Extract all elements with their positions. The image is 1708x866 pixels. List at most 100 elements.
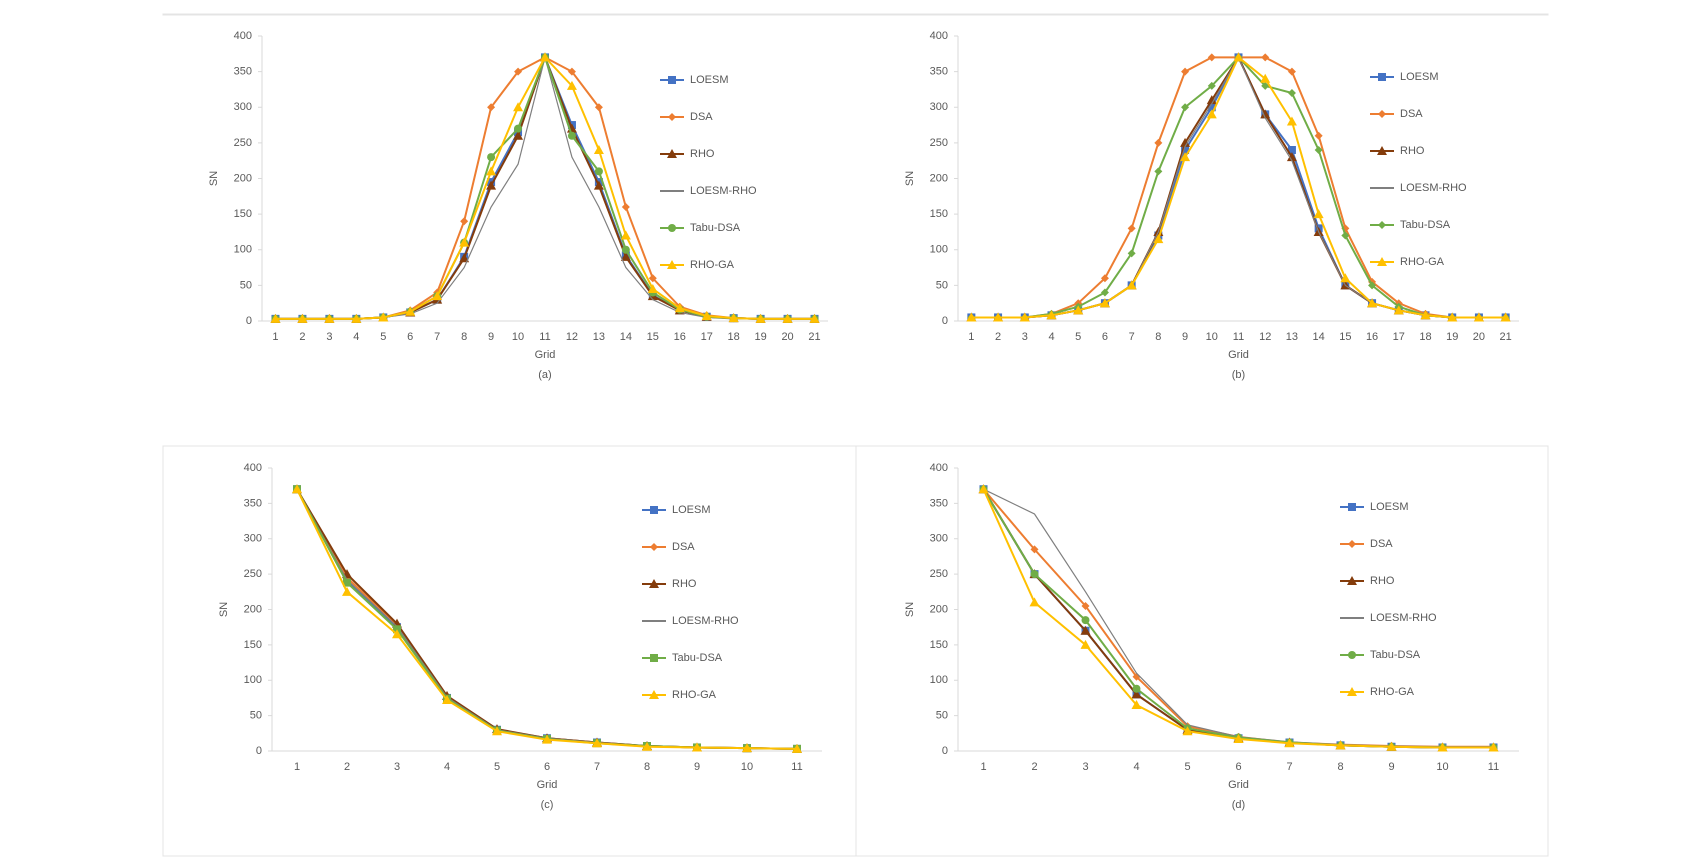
marker <box>1181 67 1190 76</box>
legend-label: LOESM-RHO <box>672 615 739 627</box>
x-tick-label: 9 <box>694 761 700 773</box>
y-tick-label: 300 <box>930 101 948 113</box>
marker <box>1473 312 1484 322</box>
legend-marker <box>1378 73 1386 81</box>
y-tick-label: 250 <box>234 137 252 149</box>
marker <box>270 313 281 323</box>
marker <box>1286 116 1297 126</box>
legend-marker <box>668 76 676 84</box>
x-tick-label: 5 <box>494 761 500 773</box>
x-tick-label: 19 <box>1446 331 1458 343</box>
marker <box>1341 231 1350 240</box>
x-tick-label: 17 <box>1393 331 1405 343</box>
x-tick-label: 10 <box>741 761 753 773</box>
marker <box>1073 305 1084 315</box>
marker <box>1233 733 1244 743</box>
marker <box>621 245 630 254</box>
marker <box>567 67 576 76</box>
marker <box>1206 95 1217 105</box>
y-tick-label: 0 <box>256 745 262 757</box>
x-tick-label: 2 <box>1031 761 1037 773</box>
y-tick-label: 200 <box>930 603 948 615</box>
marker <box>1046 310 1057 320</box>
x-axis-label: Grid <box>1228 349 1249 361</box>
marker <box>324 313 335 323</box>
legend-label: DSA <box>690 111 713 123</box>
marker <box>792 743 802 753</box>
x-axis-label: Grid <box>1228 779 1249 791</box>
x-tick-label: 4 <box>444 761 450 773</box>
y-tick-label: 200 <box>930 172 948 184</box>
legend-label: DSA <box>672 541 695 553</box>
x-tick-label: 5 <box>1075 331 1081 343</box>
marker <box>1287 146 1296 154</box>
legend-marker <box>1377 257 1387 266</box>
legend-label: RHO-GA <box>1400 256 1445 268</box>
x-tick-label: 9 <box>488 331 494 343</box>
y-tick-label: 350 <box>234 66 252 78</box>
legend-label: RHO-GA <box>672 689 717 701</box>
legend-marker <box>1347 687 1357 696</box>
marker <box>442 695 452 705</box>
x-tick-label: 8 <box>1337 761 1343 773</box>
x-tick-label: 14 <box>620 331 632 343</box>
x-tick-label: 7 <box>1286 761 1292 773</box>
marker <box>1340 273 1351 283</box>
x-tick-label: 16 <box>674 331 686 343</box>
marker <box>1261 81 1270 90</box>
marker <box>1260 109 1271 119</box>
caption: (b) <box>1232 369 1245 381</box>
marker <box>1126 280 1137 290</box>
x-tick-label: 16 <box>1366 331 1378 343</box>
x-tick-label: 10 <box>512 331 524 343</box>
x-tick-label: 12 <box>566 331 578 343</box>
legend-label: DSA <box>1400 108 1423 120</box>
y-tick-label: 250 <box>930 137 948 149</box>
marker <box>1314 146 1323 154</box>
marker <box>1386 741 1397 751</box>
x-tick-label: 6 <box>1235 761 1241 773</box>
marker <box>620 230 631 240</box>
marker <box>1437 742 1448 752</box>
x-tick-label: 20 <box>1473 331 1485 343</box>
x-tick-label: 10 <box>1206 331 1218 343</box>
y-tick-label: 0 <box>942 745 948 757</box>
y-tick-label: 200 <box>244 603 262 615</box>
marker <box>1335 740 1346 750</box>
y-tick-label: 150 <box>930 208 948 220</box>
y-tick-label: 50 <box>250 710 262 722</box>
marker <box>1030 545 1039 554</box>
marker <box>392 629 402 639</box>
x-tick-label: 2 <box>299 331 305 343</box>
marker <box>1080 639 1091 649</box>
legend-label: LOESM-RHO <box>1400 182 1467 194</box>
legend-marker <box>1348 540 1356 548</box>
x-tick-label: 17 <box>701 331 713 343</box>
marker <box>1153 234 1164 244</box>
marker <box>1488 742 1499 752</box>
legend-label: RHO-GA <box>690 259 735 271</box>
legend-label: Tabu-DSA <box>1370 649 1421 661</box>
x-tick-label: 21 <box>808 331 820 343</box>
y-tick-label: 100 <box>244 674 262 686</box>
y-tick-label: 0 <box>942 315 948 327</box>
marker <box>593 145 604 154</box>
marker <box>993 312 1004 322</box>
legend-label: RHO <box>1400 145 1425 157</box>
marker <box>701 311 712 321</box>
marker <box>742 743 752 753</box>
y-tick-label: 400 <box>930 462 948 474</box>
y-tick-label: 350 <box>930 66 948 78</box>
marker <box>1131 689 1142 699</box>
legend-marker <box>668 113 676 121</box>
marker <box>1099 298 1110 308</box>
marker <box>647 283 658 293</box>
marker <box>1100 274 1109 283</box>
legend-marker <box>1378 110 1386 118</box>
x-tick-label: 6 <box>407 331 413 343</box>
y-tick-label: 200 <box>234 172 252 184</box>
x-tick-label: 4 <box>1048 331 1054 343</box>
x-tick-label: 13 <box>593 331 605 343</box>
x-tick-label: 14 <box>1313 331 1325 343</box>
y-tick-label: 50 <box>936 279 948 291</box>
